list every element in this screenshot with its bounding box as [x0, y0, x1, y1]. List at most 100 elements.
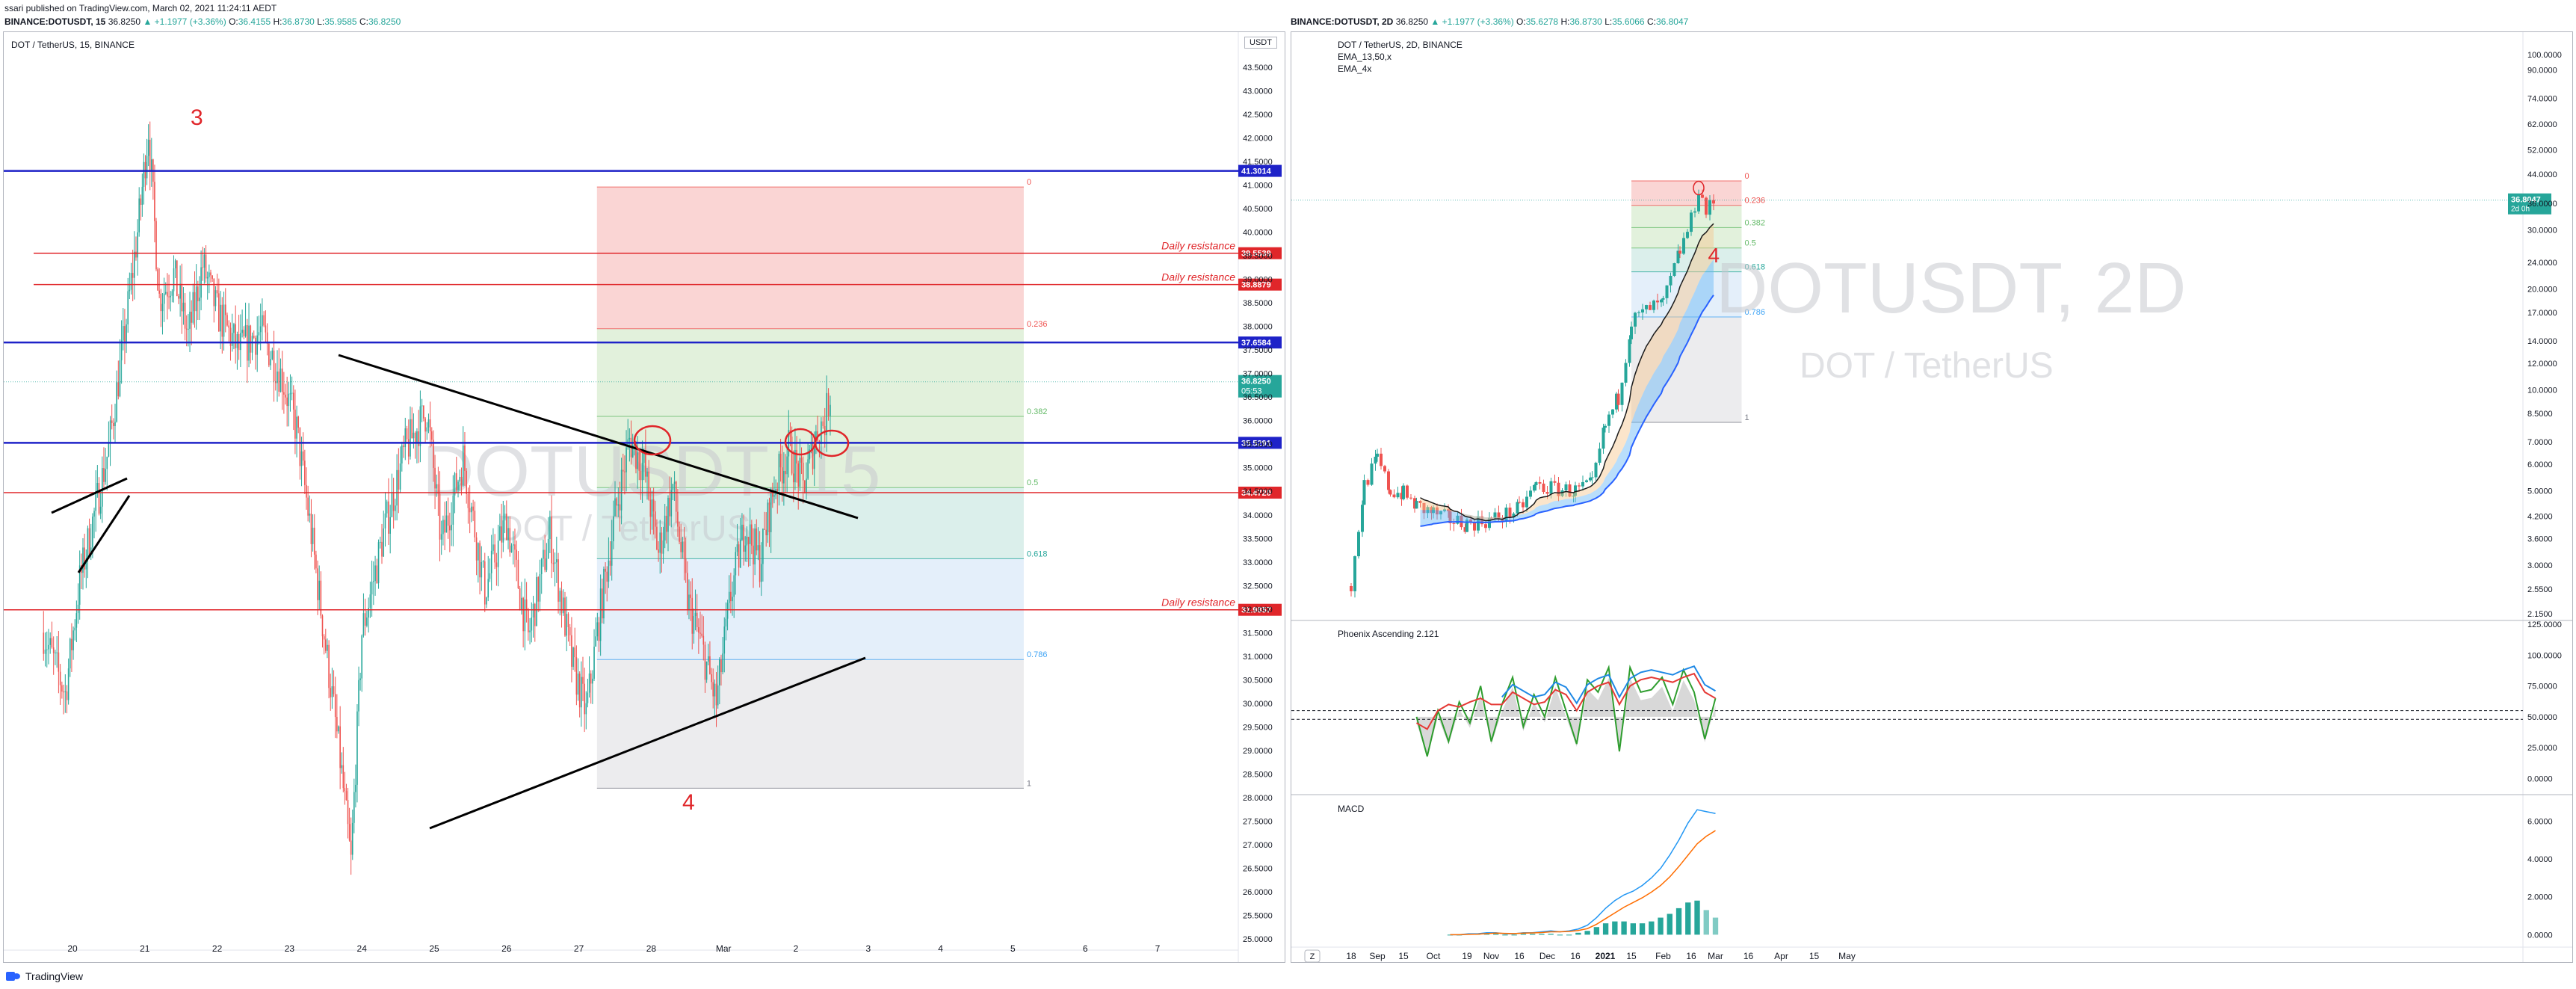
candle-body	[519, 588, 521, 610]
candle-body	[263, 315, 265, 326]
candle-body	[179, 283, 181, 299]
candle-body	[85, 558, 87, 570]
candle-body	[1538, 482, 1542, 484]
candle-body	[709, 656, 711, 674]
candle-body	[423, 405, 424, 419]
candle-body	[339, 726, 341, 768]
candle-body	[670, 490, 673, 517]
candle-body	[407, 439, 410, 457]
candle-body	[556, 559, 557, 563]
macd-histogram-bar	[1557, 934, 1563, 936]
candle-body	[1392, 494, 1396, 498]
fib-ratio-label: 0.236	[1745, 197, 1766, 206]
fib-ratio-label: 0	[1745, 172, 1749, 181]
candle-body	[587, 692, 589, 703]
right-chart-svg[interactable]: 0 0.236 0.382 0.5 0.618 0.786 1 DOTUSDT, 2D DOT …	[1291, 32, 2573, 963]
candle-body	[599, 588, 602, 641]
candle-body	[106, 456, 108, 469]
y-tick-label: 37.5000	[1243, 346, 1273, 355]
candle-body	[733, 575, 735, 597]
candle-body	[1590, 477, 1594, 478]
phoenix-y-tick: 75.0000	[2527, 683, 2557, 691]
y-tick-label: 36.0000	[1243, 417, 1273, 426]
candle-body	[466, 470, 467, 494]
candle-body	[258, 332, 260, 336]
candle-body	[388, 501, 389, 534]
candle-body	[312, 527, 314, 544]
candle-body	[759, 545, 761, 582]
candle-body	[772, 490, 773, 497]
candle-body	[403, 445, 404, 448]
candle-body	[797, 463, 800, 487]
candle-body	[501, 526, 502, 543]
y-tick-label: 43.0000	[1243, 87, 1273, 96]
candle-body	[292, 392, 294, 410]
candle-body	[652, 499, 655, 512]
candle-body	[362, 613, 365, 636]
candle-body	[75, 613, 78, 628]
price-tag-label: 41.3014	[1241, 167, 1272, 176]
candle-body	[1557, 482, 1560, 496]
candle-body	[467, 493, 469, 508]
watermark-symbol: DOTUSDT, 2D	[1716, 248, 2186, 328]
fib-ratio-label: 0.382	[1745, 218, 1766, 227]
candle-body	[452, 495, 454, 525]
candle-body	[449, 526, 451, 531]
candle-body	[182, 302, 185, 312]
y-tick-label: 32.5000	[1243, 582, 1273, 591]
candle-body	[213, 278, 215, 306]
candle-body	[830, 404, 831, 416]
candle-body	[598, 622, 600, 641]
candle-body	[543, 549, 544, 559]
tradingview-logo[interactable]: TradingView	[6, 970, 83, 982]
right-c-label: C:	[1646, 16, 1656, 27]
right-chart-pane[interactable]: 0 0.236 0.382 0.5 0.618 0.786 1 DOTUSDT, 2D DOT …	[1291, 31, 2573, 963]
currency-label[interactable]: USDT	[1244, 37, 1277, 49]
macd-histogram-bar	[1630, 923, 1636, 935]
candle-body	[510, 545, 513, 552]
candle-body	[149, 139, 151, 171]
right-symbol: BINANCE:DOTUSDT, 2D	[1291, 16, 1394, 27]
candle-body	[1480, 516, 1483, 525]
candle-body	[445, 515, 448, 533]
price-tag-label: 34.4720	[1241, 489, 1271, 498]
candle-body	[1497, 512, 1501, 519]
candle-body	[506, 514, 507, 540]
price-tag-label: 38.8879	[1241, 281, 1271, 290]
candle-body	[116, 382, 117, 422]
candle-body	[469, 508, 471, 513]
candle-body	[554, 562, 556, 564]
left-chart-pane[interactable]: 0 0.236 0.382 0.5 0.618 0.786 1 DOTUSDT, 15 DOT …	[3, 31, 1285, 963]
ema-legend-1[interactable]: EMA_13,50,x	[1338, 52, 1392, 62]
fib-ratio-label: 0.618	[1027, 549, 1048, 558]
candle-body	[194, 292, 196, 312]
candle-body	[64, 691, 67, 693]
candle-body	[307, 497, 309, 516]
candle-body	[203, 254, 206, 268]
macd-histogram-bar	[1649, 921, 1655, 935]
ema-legend-2[interactable]: EMA_4x	[1338, 64, 1372, 74]
candle-body	[651, 499, 653, 517]
macd-legend[interactable]: MACD	[1338, 804, 1365, 814]
x-tick-label: 20	[67, 943, 78, 954]
candle-body	[366, 617, 368, 626]
x-tick-label: Sep	[1369, 951, 1386, 961]
candle-body	[622, 469, 624, 472]
candle-body	[606, 571, 608, 582]
candle-body	[113, 423, 114, 427]
watermark-name: DOT / TetherUS	[1800, 346, 2054, 386]
candle-body	[783, 470, 785, 484]
candle-body	[48, 644, 49, 650]
y-tick-label: 37.0000	[1243, 370, 1273, 379]
candle-body	[736, 544, 738, 552]
candle-body	[551, 516, 552, 564]
countdown-label: 2d 0h	[2511, 206, 2530, 214]
candle-body	[739, 539, 741, 568]
fib-zone	[1631, 180, 1742, 206]
macd-y-tick: 2.0000	[2527, 893, 2553, 902]
candle-body	[638, 452, 640, 471]
candle-body	[1611, 409, 1614, 415]
y-tick-label: 4.2000	[2527, 513, 2553, 522]
phoenix-legend[interactable]: Phoenix Ascending 2.121	[1338, 629, 1439, 639]
